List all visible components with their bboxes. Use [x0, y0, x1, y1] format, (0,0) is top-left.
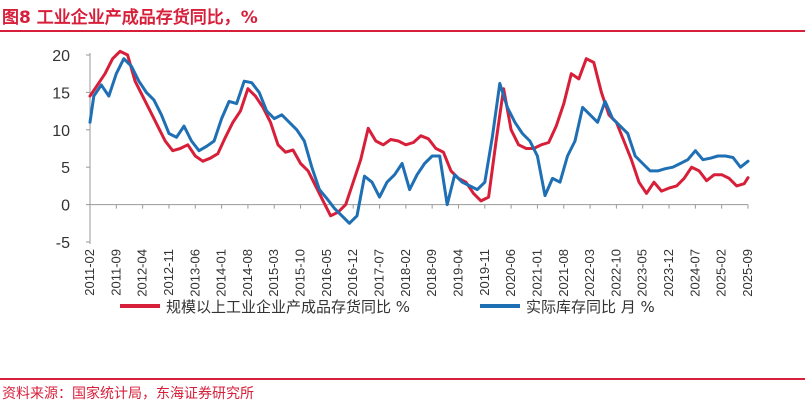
y-tick-label: 0	[61, 198, 70, 215]
x-tick-label: 2016-12	[345, 249, 360, 297]
x-tick-label: 2014-01	[214, 249, 229, 297]
series-layer	[88, 49, 750, 225]
legend: 规模以上工业企业产成品存货同比 % 实际库存同比 月 %	[120, 298, 655, 316]
x-tick-label: 2018-09	[424, 249, 439, 297]
x-tick-label: 2015-03	[266, 249, 281, 297]
x-tick-label: 2013-06	[187, 249, 202, 297]
y-tick-label: -5	[56, 235, 70, 252]
y-axis: -5 0 5 10 15 20	[52, 48, 91, 252]
source-note: 资料来源：国家统计局，东海证券研究所	[2, 386, 254, 402]
footer-divider	[0, 378, 805, 380]
x-axis: 2011-02 2011-09 2012-04 2012-11 2013-06 2014-…	[82, 204, 755, 297]
x-tick-label: 2022-03	[582, 249, 597, 297]
x-tick-label: 2019-11	[477, 249, 492, 296]
x-tick-label: 2012-04	[135, 249, 150, 297]
x-tick-label: 2019-04	[450, 249, 465, 297]
x-tick-label: 2023-05	[635, 249, 650, 297]
x-tick-label: 2025-02	[714, 249, 729, 297]
x-tick-label: 2011-02	[82, 249, 97, 296]
x-tick-label: 2022-10	[608, 249, 623, 297]
y-tick-label: 15	[52, 85, 70, 102]
series-line-1	[88, 49, 750, 218]
x-tick-label: 2016-05	[319, 249, 334, 297]
x-tick-label: 2015-10	[293, 249, 308, 297]
title-divider	[0, 30, 805, 32]
legend-label-2: 实际库存同比 月 %	[526, 298, 655, 316]
legend-label-1: 规模以上工业企业产成品存货同比 %	[166, 298, 410, 316]
y-tick-label: 10	[52, 123, 70, 140]
chart-title: 图8 工业企业产成品存货同比，%	[2, 8, 258, 28]
x-tick-label: 2023-12	[661, 249, 676, 297]
x-tick-label: 2020-06	[503, 249, 518, 297]
x-tick-label: 2025-09	[740, 249, 755, 297]
x-tick-label: 2018-02	[398, 249, 413, 297]
x-tick-label: 2014-08	[240, 249, 255, 297]
x-tick-label: 2021-01	[529, 249, 544, 297]
x-tick-label: 2012-11	[161, 249, 176, 296]
x-tick-label: 2017-07	[372, 249, 387, 297]
y-tick-label: 5	[61, 160, 70, 177]
x-tick-label: 2011-09	[108, 249, 123, 296]
x-tick-label: 2024-07	[687, 249, 702, 297]
y-tick-label: 20	[52, 48, 70, 65]
series-line-2	[88, 57, 750, 225]
x-tick-label: 2021-08	[556, 249, 571, 297]
